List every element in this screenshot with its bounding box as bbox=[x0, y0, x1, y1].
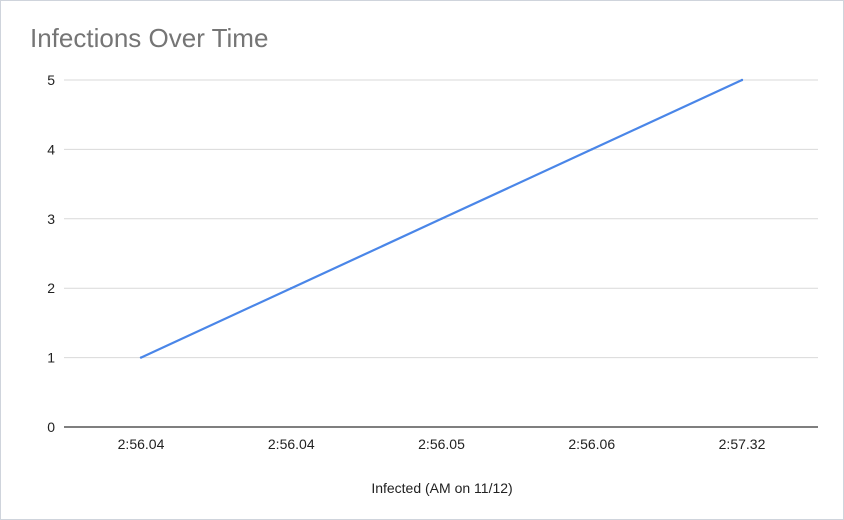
y-tick-label: 2 bbox=[47, 280, 55, 296]
x-tick-label: 2:56.05 bbox=[418, 436, 465, 452]
y-tick-label: 3 bbox=[47, 211, 55, 227]
y-axis-ticks: 0 1 2 3 4 5 bbox=[47, 72, 55, 435]
x-tick-label: 2:56.06 bbox=[568, 436, 615, 452]
y-tick-label: 4 bbox=[47, 141, 55, 157]
y-tick-label: 5 bbox=[47, 72, 55, 88]
data-point bbox=[740, 78, 744, 82]
chart-title: Infections Over Time bbox=[30, 23, 269, 53]
data-point bbox=[590, 148, 593, 151]
x-tick-label: 2:57.32 bbox=[719, 436, 766, 452]
data-point bbox=[290, 287, 293, 290]
data-point bbox=[440, 217, 443, 220]
x-axis-ticks: 2:56.04 2:56.04 2:56.05 2:56.06 2:57.32 bbox=[118, 436, 766, 452]
y-tick-label: 0 bbox=[47, 419, 55, 435]
x-axis-label: Infected (AM on 11/12) bbox=[371, 480, 512, 496]
y-tick-label: 1 bbox=[47, 350, 55, 366]
x-tick-label: 2:56.04 bbox=[268, 436, 315, 452]
x-tick-label: 2:56.04 bbox=[118, 436, 165, 452]
series-layer bbox=[139, 78, 744, 359]
data-point bbox=[139, 356, 143, 359]
gridlines bbox=[64, 79, 818, 428]
